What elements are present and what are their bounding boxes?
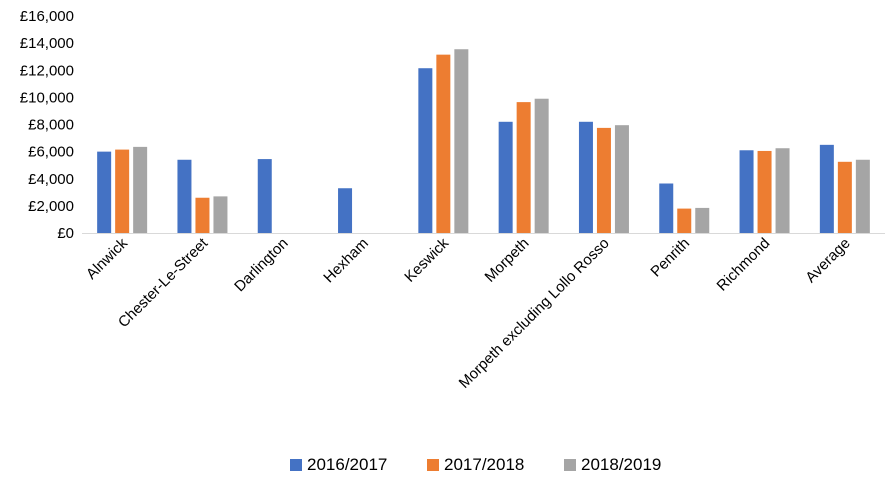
y-tick-label: £6,000	[28, 144, 74, 161]
bar-2017-2018-keswick	[436, 54, 451, 234]
bar-2018-2019-keswick	[454, 49, 469, 234]
bar-2016-2017-average	[819, 144, 834, 233]
x-tick-label: Hexham	[320, 235, 372, 287]
bar-2017-2018-morpeth	[516, 102, 531, 234]
bar-2017-2018-chester-le-street	[195, 197, 210, 233]
legend-label: 2018/2019	[581, 455, 661, 474]
legend-label: 2017/2018	[444, 455, 524, 474]
y-tick-label: £14,000	[20, 35, 74, 52]
y-tick-label: £10,000	[20, 89, 74, 106]
x-tick-label: Penrith	[647, 235, 693, 281]
legend-swatch	[290, 459, 302, 471]
bar-2016-2017-hexham	[338, 188, 353, 233]
bar-2017-2018-richmond	[757, 150, 772, 233]
legend-label: 2016/2017	[307, 455, 387, 474]
legend: 2016/2017 2017/2018 2018/2019	[290, 455, 661, 474]
bar-2017-2018-morpeth-excluding-lollo-rosso	[596, 127, 611, 233]
x-tick-label: Darlington	[231, 235, 291, 295]
bar-2018-2019-chester-le-street	[213, 196, 228, 233]
bar-2016-2017-morpeth	[498, 121, 513, 233]
x-tick-label: Chester-Le-Street	[115, 234, 212, 331]
y-tick-label: £2,000	[28, 198, 74, 215]
bar-2016-2017-penrith	[659, 183, 674, 233]
y-tick-label: £4,000	[28, 171, 74, 188]
x-tick-label: Morpeth	[482, 235, 533, 286]
y-axis-ticks: £0 £2,000 £4,000 £6,000 £8,000 £10,000 £12,000…	[20, 8, 74, 242]
y-tick-label: £0	[57, 225, 74, 242]
bar-2016-2017-keswick	[418, 68, 433, 233]
bar-2018-2019-average	[855, 159, 870, 233]
bar-2017-2018-penrith	[677, 208, 692, 233]
bar-2018-2019-morpeth	[534, 98, 549, 233]
legend-swatch	[564, 459, 576, 471]
bar-2016-2017-chester-le-street	[177, 159, 192, 233]
x-tick-label: Morpeth excluding Lollo Rosso	[456, 235, 613, 392]
x-tick-label: Keswick	[401, 234, 452, 285]
y-tick-label: £16,000	[20, 8, 74, 25]
bar-2016-2017-darlington	[257, 159, 272, 233]
bar-2018-2019-morpeth-excluding-lollo-rosso	[614, 125, 629, 233]
legend-swatch	[427, 459, 439, 471]
bar-2017-2018-average	[837, 161, 852, 233]
y-tick-label: £8,000	[28, 117, 74, 134]
bar-2018-2019-alnwick	[133, 146, 148, 233]
bar-2018-2019-penrith	[695, 207, 710, 233]
bar-2016-2017-alnwick	[97, 151, 112, 234]
bars	[97, 49, 870, 234]
x-tick-label: Alnwick	[83, 234, 131, 282]
bar-2016-2017-morpeth-excluding-lollo-rosso	[578, 121, 593, 233]
bar-2018-2019-richmond	[775, 148, 790, 233]
x-tick-label: Richmond	[714, 235, 774, 295]
x-tick-label: Average	[802, 235, 853, 286]
bar-2016-2017-richmond	[739, 150, 754, 233]
y-tick-label: £12,000	[20, 62, 74, 79]
bar-2017-2018-alnwick	[115, 149, 130, 233]
